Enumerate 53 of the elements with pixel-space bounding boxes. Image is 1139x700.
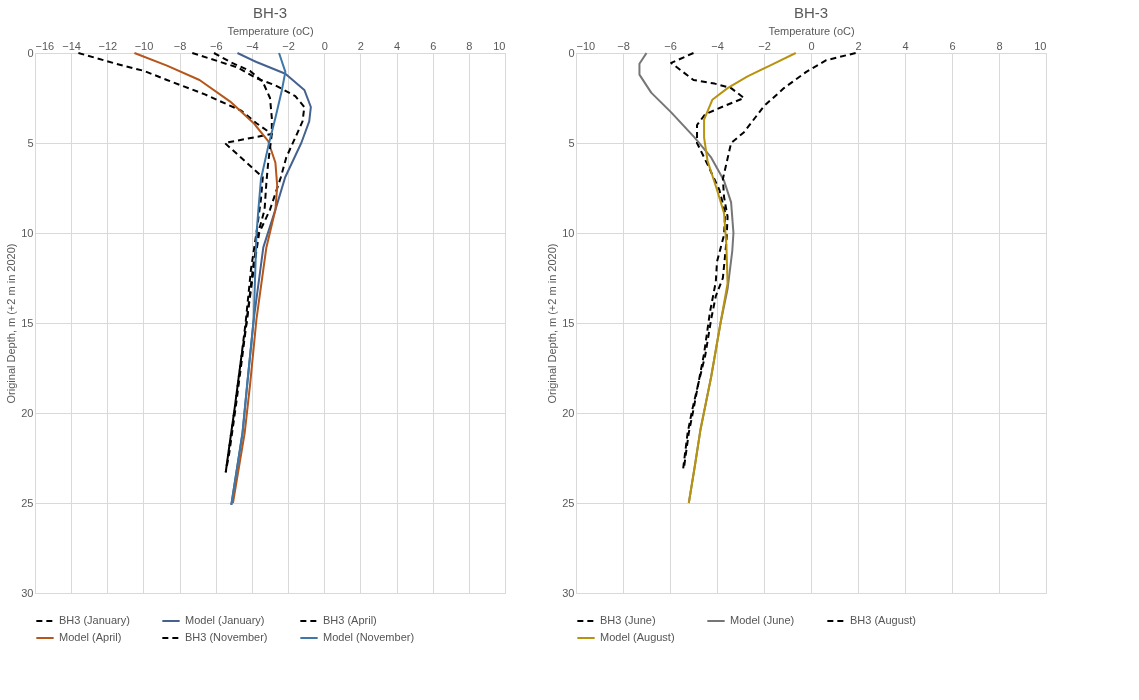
legend-label: Model (August)	[600, 631, 675, 643]
y-tick-label: 10	[21, 226, 34, 239]
x-tick-label: −8	[617, 39, 630, 52]
legend-label: Model (November)	[323, 631, 415, 643]
x-tick-label: 8	[466, 39, 473, 52]
x-tick-label: −6	[664, 39, 677, 52]
y-axis-title: Original Depth, m (+2 m in 2020)	[546, 243, 559, 404]
x-tick-label: −10	[576, 39, 596, 52]
y-tick-label: 20	[21, 406, 34, 419]
x-tick-label: 4	[902, 39, 909, 52]
x-tick-label: 2	[855, 39, 862, 52]
x-tick-label: 10	[493, 39, 506, 52]
x-tick-label: 0	[808, 39, 815, 52]
x-tick-label: 0	[321, 39, 328, 52]
y-tick-label: 20	[562, 406, 575, 419]
y-tick-label: 15	[562, 316, 575, 329]
legend-label: BH3 (June)	[600, 614, 656, 626]
chart-title: BH-3	[252, 4, 288, 21]
x-tick-label: −2	[282, 39, 295, 52]
x-tick-label: 10	[1034, 39, 1047, 52]
y-tick-label: 10	[562, 226, 575, 239]
x-tick-label: −10	[134, 39, 154, 52]
y-axis-title: Original Depth, m (+2 m in 2020)	[5, 243, 18, 404]
legend-label: Model (January)	[185, 614, 265, 626]
x-tick-label: −4	[246, 39, 259, 52]
x-axis-title: Temperature (oC)	[768, 24, 855, 37]
legend-label: BH3 (November)	[185, 631, 268, 643]
x-tick-label: −4	[711, 39, 724, 52]
x-tick-label: 8	[996, 39, 1003, 52]
legend-label: Model (April)	[59, 631, 122, 643]
x-tick-label: −2	[758, 39, 771, 52]
x-tick-label: 6	[949, 39, 956, 52]
x-tick-label: 6	[430, 39, 437, 52]
x-tick-label: −12	[98, 39, 118, 52]
x-tick-label: 2	[357, 39, 364, 52]
y-tick-label: 25	[21, 496, 34, 509]
x-tick-label: −16	[35, 39, 55, 52]
legend-label: BH3 (January)	[59, 614, 130, 626]
y-tick-label: 15	[21, 316, 34, 329]
y-tick-label: 30	[21, 586, 34, 599]
x-axis-title: Temperature (oC)	[227, 24, 314, 37]
x-tick-label: −14	[62, 39, 81, 52]
x-tick-label: −6	[210, 39, 223, 52]
chart-title: BH-3	[793, 4, 829, 21]
legend-label: BH3 (August)	[850, 614, 917, 626]
x-tick-label: 4	[393, 39, 401, 52]
y-tick-label: 5	[27, 136, 34, 149]
y-tick-label: 25	[562, 496, 575, 509]
legend-label: BH3 (April)	[323, 614, 377, 626]
x-tick-label: −8	[173, 39, 187, 52]
legend-label: Model (June)	[730, 614, 795, 626]
y-tick-label: 5	[568, 136, 575, 149]
y-tick-label: 30	[562, 586, 575, 599]
